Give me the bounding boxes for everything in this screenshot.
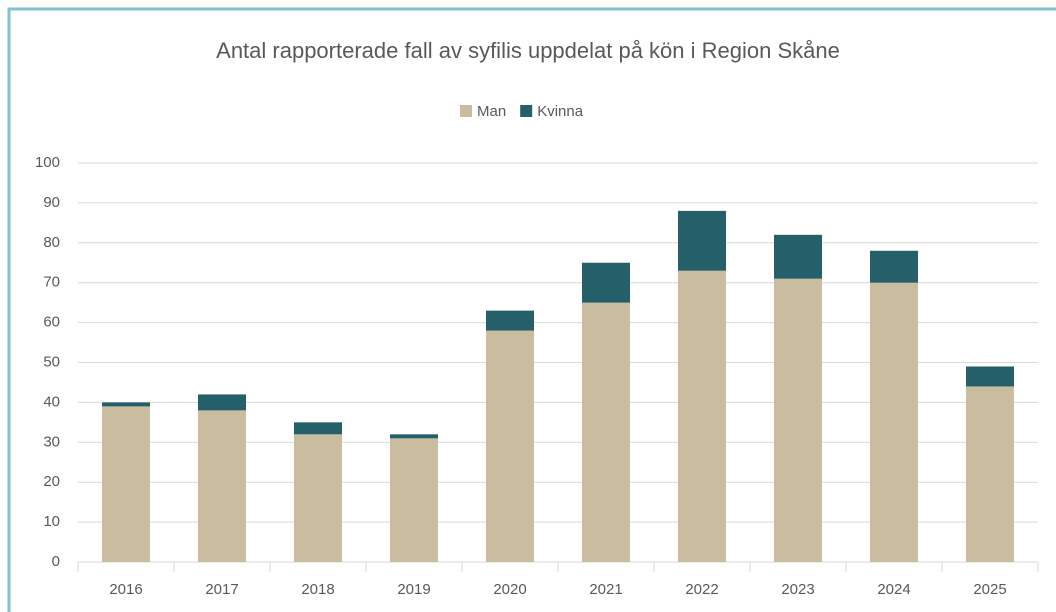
x-tick-label: 2023 xyxy=(781,581,814,598)
bar xyxy=(774,278,822,562)
x-tick-label: 2016 xyxy=(109,581,142,598)
bar xyxy=(870,250,918,283)
bar xyxy=(198,394,246,411)
y-tick-label: 30 xyxy=(43,433,60,450)
bar xyxy=(102,406,150,562)
frame xyxy=(7,7,1056,612)
legend-swatch xyxy=(460,105,472,117)
bar xyxy=(390,434,438,439)
y-tick-label: 70 xyxy=(43,274,60,291)
chart-title: Antal rapporterade fall av syfilis uppde… xyxy=(216,38,840,63)
y-tick-label: 40 xyxy=(43,393,60,410)
bar xyxy=(966,366,1014,387)
bar xyxy=(678,270,726,562)
bar xyxy=(774,234,822,279)
bar xyxy=(582,302,630,562)
bar xyxy=(870,282,918,562)
bar xyxy=(582,262,630,303)
y-tick-label: 90 xyxy=(43,194,60,211)
bar xyxy=(966,386,1014,562)
legend-swatch xyxy=(520,105,533,117)
bar xyxy=(678,210,726,271)
bar xyxy=(294,422,342,435)
y-tick-label: 0 xyxy=(52,553,60,570)
bar xyxy=(198,410,246,562)
bar xyxy=(486,310,534,331)
legend-label: Man xyxy=(477,103,506,120)
x-tick-label: 2025 xyxy=(973,581,1006,598)
x-tick-label: 2020 xyxy=(493,581,526,598)
legend-label: Kvinna xyxy=(537,103,584,120)
x-tick-label: 2019 xyxy=(397,581,430,598)
y-tick-label: 80 xyxy=(43,234,60,251)
x-tick-label: 2024 xyxy=(877,581,910,598)
x-tick-label: 2017 xyxy=(205,581,238,598)
y-tick-label: 20 xyxy=(43,473,60,490)
y-tick-label: 10 xyxy=(43,513,60,530)
bar xyxy=(102,402,150,407)
bar xyxy=(486,330,534,562)
x-tick-label: 2021 xyxy=(589,581,622,598)
y-tick-label: 100 xyxy=(35,154,60,171)
y-tick-label: 60 xyxy=(43,314,60,331)
x-tick-label: 2018 xyxy=(301,581,334,598)
y-tick-label: 50 xyxy=(43,353,60,370)
bar xyxy=(294,434,342,562)
bar xyxy=(390,438,438,562)
x-tick-label: 2022 xyxy=(685,581,718,598)
